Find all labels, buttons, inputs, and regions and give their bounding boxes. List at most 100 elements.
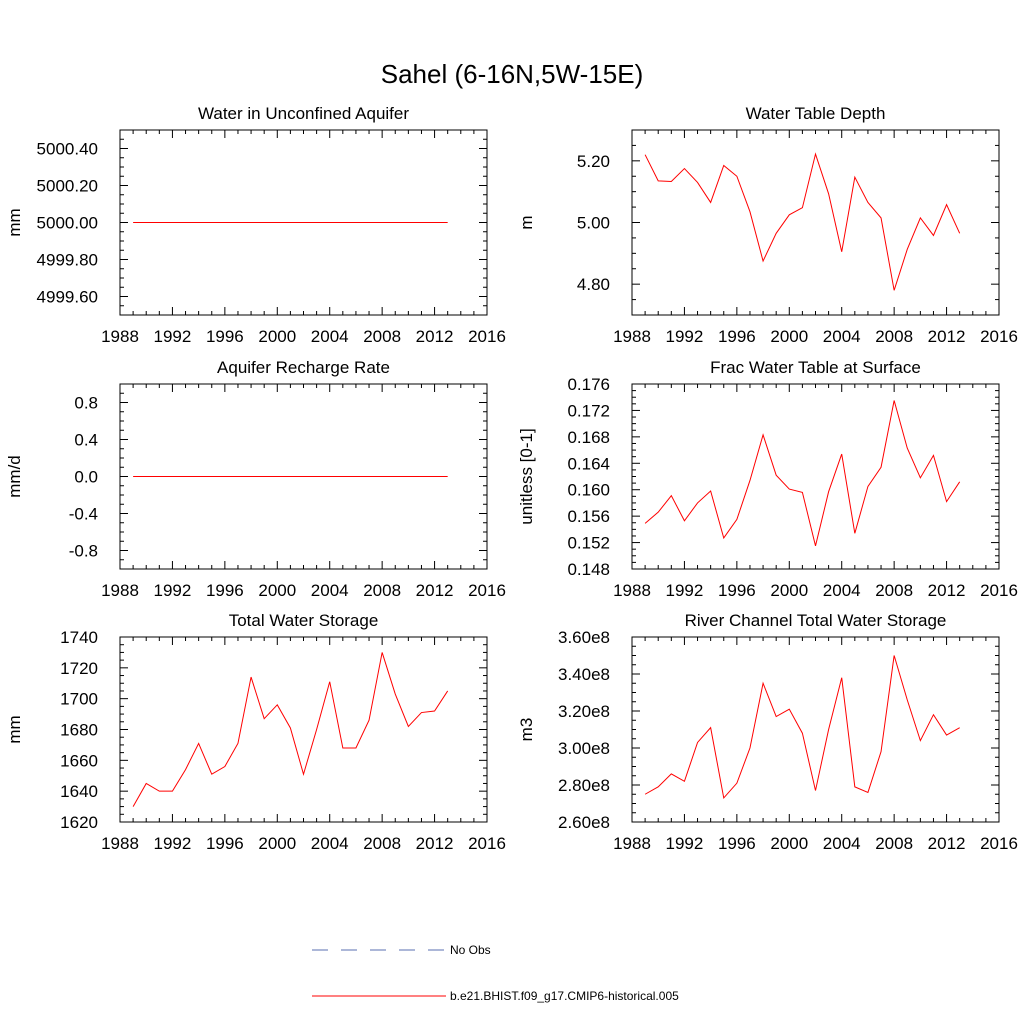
panels: Water in Unconfined Aquifer mm 1988 1992 199… bbox=[5, 104, 1018, 853]
x-tick-label: 1996 bbox=[718, 327, 756, 346]
x-tick-label: 2016 bbox=[980, 834, 1018, 853]
y-axis-label: mm bbox=[5, 715, 24, 743]
panel-4: Frac Water Table at Surface unitless [0-1… bbox=[517, 358, 1018, 600]
y-tick-label: -0.4 bbox=[69, 505, 98, 524]
x-tick-label: 1996 bbox=[206, 834, 244, 853]
x-tick-label: 1992 bbox=[154, 581, 192, 600]
y-tick-label: 0.164 bbox=[567, 454, 610, 473]
y-tick-label: 0.168 bbox=[567, 428, 610, 447]
y-tick-label: 0.152 bbox=[567, 534, 610, 553]
y-tick-label: 4999.60 bbox=[37, 288, 98, 307]
y-tick-label: 4999.80 bbox=[37, 251, 98, 270]
y-tick-label: -0.8 bbox=[69, 542, 98, 561]
x-tick-label: 2016 bbox=[980, 327, 1018, 346]
x-tick-label: 2012 bbox=[416, 581, 454, 600]
x-tick-label: 2000 bbox=[258, 834, 296, 853]
x-tick-label: 2000 bbox=[258, 327, 296, 346]
x-tick-label: 2000 bbox=[770, 327, 808, 346]
legend-label: b.e21.BHIST.f09_g17.CMIP6-historical.005 bbox=[450, 989, 679, 1003]
y-tick-label: 5000.00 bbox=[37, 214, 98, 233]
panel-title: Aquifer Recharge Rate bbox=[217, 358, 390, 377]
y-tick-label: 1740 bbox=[60, 628, 98, 647]
x-tick-label: 2004 bbox=[311, 834, 349, 853]
y-axis-label: mm/d bbox=[5, 455, 24, 498]
x-tick-label: 1992 bbox=[154, 327, 192, 346]
x-tick-label: 1988 bbox=[613, 834, 651, 853]
x-tick-label: 2008 bbox=[363, 327, 401, 346]
x-tick-label: 2008 bbox=[363, 581, 401, 600]
x-tick-label: 2004 bbox=[311, 581, 349, 600]
panel-2: Water Table Depth m 1988 1992 1996 2000 2004 20… bbox=[517, 104, 1018, 346]
series-line bbox=[644, 400, 961, 546]
x-tick-label: 2016 bbox=[468, 327, 506, 346]
panel-title: River Channel Total Water Storage bbox=[685, 611, 947, 630]
y-axis-label: m bbox=[517, 215, 536, 229]
x-tick-label: 1992 bbox=[666, 834, 704, 853]
x-tick-label: 1992 bbox=[666, 581, 704, 600]
panel-title: Water Table Depth bbox=[746, 104, 886, 123]
y-axis-label: mm bbox=[5, 208, 24, 236]
x-tick-label: 2016 bbox=[468, 834, 506, 853]
x-tick-label: 1988 bbox=[101, 327, 139, 346]
y-tick-label: 1620 bbox=[60, 813, 98, 832]
y-tick-label: 3.60e8 bbox=[558, 628, 610, 647]
y-tick-label: 0.148 bbox=[567, 560, 610, 579]
x-tick-label: 2016 bbox=[468, 581, 506, 600]
y-tick-label: 1660 bbox=[60, 751, 98, 770]
x-tick-label: 2004 bbox=[823, 834, 861, 853]
y-tick-label: 0.172 bbox=[567, 401, 610, 420]
panel-5: Total Water Storage mm 1988 1992 1996 2000 200… bbox=[5, 611, 506, 853]
x-tick-label: 2004 bbox=[823, 327, 861, 346]
x-tick-label: 1988 bbox=[101, 834, 139, 853]
x-tick-label: 1996 bbox=[206, 581, 244, 600]
x-tick-label: 1996 bbox=[718, 834, 756, 853]
y-tick-label: 4.80 bbox=[577, 275, 610, 294]
panel-1: Water in Unconfined Aquifer mm 1988 1992 199… bbox=[5, 104, 506, 346]
y-axis-label: unitless [0-1] bbox=[517, 428, 536, 524]
x-tick-label: 1992 bbox=[154, 834, 192, 853]
y-axis-label: m3 bbox=[517, 718, 536, 742]
x-tick-label: 2008 bbox=[875, 581, 913, 600]
panel-title: Frac Water Table at Surface bbox=[710, 358, 921, 377]
y-tick-label: 1640 bbox=[60, 782, 98, 801]
x-tick-label: 2008 bbox=[875, 327, 913, 346]
y-tick-label: 1680 bbox=[60, 721, 98, 740]
main-title: Sahel (6-16N,5W-15E) bbox=[381, 59, 644, 89]
y-tick-label: 0.0 bbox=[74, 468, 98, 487]
y-tick-label: 1700 bbox=[60, 690, 98, 709]
legend-label: No Obs bbox=[450, 943, 491, 957]
x-tick-label: 2012 bbox=[928, 834, 966, 853]
x-tick-label: 1988 bbox=[101, 581, 139, 600]
panel-title: Water in Unconfined Aquifer bbox=[198, 104, 409, 123]
y-tick-label: 0.4 bbox=[74, 431, 98, 450]
x-tick-label: 1988 bbox=[613, 581, 651, 600]
y-tick-label: 5.20 bbox=[577, 152, 610, 171]
y-tick-label: 2.80e8 bbox=[558, 776, 610, 795]
series-line bbox=[132, 652, 449, 807]
legend: No Obs b.e21.BHIST.f09_g17.CMIP6-historic… bbox=[312, 943, 679, 1003]
panel-3: Aquifer Recharge Rate mm/d 1988 1992 1996 200… bbox=[5, 358, 506, 600]
series-line bbox=[644, 655, 960, 800]
y-tick-label: 0.8 bbox=[74, 394, 98, 413]
x-tick-label: 2004 bbox=[311, 327, 349, 346]
x-tick-label: 1992 bbox=[666, 327, 704, 346]
series-line bbox=[644, 152, 961, 291]
y-tick-label: 3.40e8 bbox=[558, 665, 610, 684]
x-tick-label: 1996 bbox=[206, 327, 244, 346]
x-tick-label: 2016 bbox=[980, 581, 1018, 600]
y-tick-label: 5.00 bbox=[577, 214, 610, 233]
x-tick-label: 1996 bbox=[718, 581, 756, 600]
x-tick-label: 2012 bbox=[928, 581, 966, 600]
panel-6: River Channel Total Water Storage m3 1988 1… bbox=[517, 611, 1018, 853]
x-tick-label: 1988 bbox=[613, 327, 651, 346]
x-tick-label: 2004 bbox=[823, 581, 861, 600]
y-tick-label: 3.00e8 bbox=[558, 739, 610, 758]
x-tick-label: 2012 bbox=[416, 327, 454, 346]
x-tick-label: 2012 bbox=[928, 327, 966, 346]
y-tick-label: 2.60e8 bbox=[558, 813, 610, 832]
y-tick-label: 0.156 bbox=[567, 507, 610, 526]
y-tick-label: 3.20e8 bbox=[558, 702, 610, 721]
y-tick-label: 0.176 bbox=[567, 375, 610, 394]
panel-title: Total Water Storage bbox=[229, 611, 379, 630]
